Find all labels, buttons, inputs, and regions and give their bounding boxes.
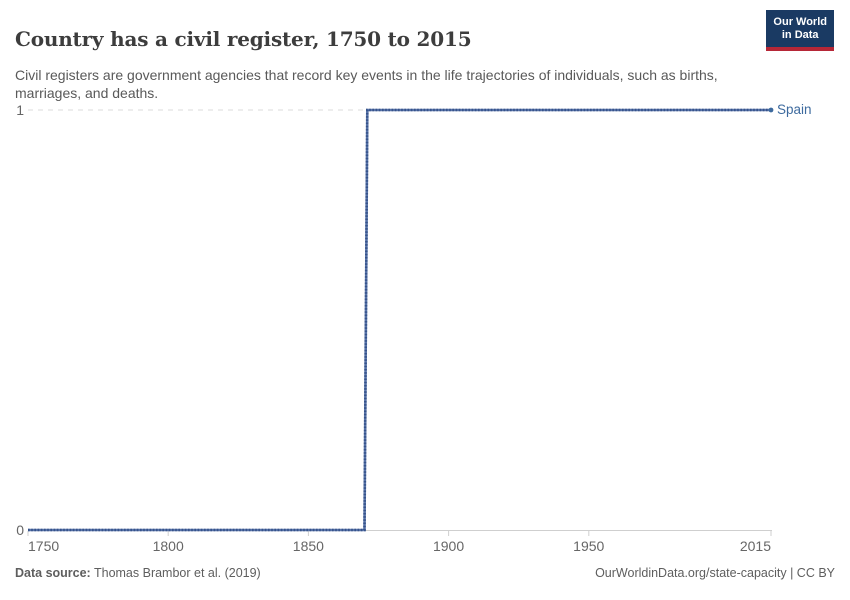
x-axis-ticks bbox=[27, 531, 772, 536]
owid-logo-line1: Our World bbox=[773, 16, 827, 28]
series-end-marker bbox=[768, 107, 774, 113]
entity-label-spain[interactable]: Spain bbox=[777, 102, 812, 117]
series-line-dots bbox=[28, 108, 771, 532]
owid-logo-line2: in Data bbox=[781, 29, 819, 41]
series-line[interactable] bbox=[28, 108, 771, 532]
y-tick-label: 0 bbox=[16, 522, 24, 538]
y-tick-label: 1 bbox=[16, 102, 24, 118]
owid-logo[interactable]: Our World in Data bbox=[766, 10, 834, 51]
x-tick-label: 1750 bbox=[28, 538, 60, 554]
data-source: Data source: Thomas Brambor et al. (2019… bbox=[15, 566, 261, 580]
x-tick-label: 2015 bbox=[739, 538, 771, 554]
x-tick-label: 1800 bbox=[152, 538, 184, 554]
data-source-label: Data source: bbox=[15, 566, 91, 580]
chart-subtitle: Civil registers are government agencies … bbox=[15, 67, 718, 101]
x-tick-label: 1850 bbox=[292, 538, 324, 554]
chart-title: Country has a civil register, 1750 to 20… bbox=[15, 27, 472, 52]
credit-line[interactable]: OurWorldinData.org/state-capacity | CC B… bbox=[595, 566, 835, 580]
x-tick-label: 1950 bbox=[573, 538, 605, 554]
data-source-text: Thomas Brambor et al. (2019) bbox=[90, 566, 261, 580]
x-tick-label: 1900 bbox=[432, 538, 465, 554]
chart-footer: Data source: Thomas Brambor et al. (2019… bbox=[15, 566, 835, 580]
